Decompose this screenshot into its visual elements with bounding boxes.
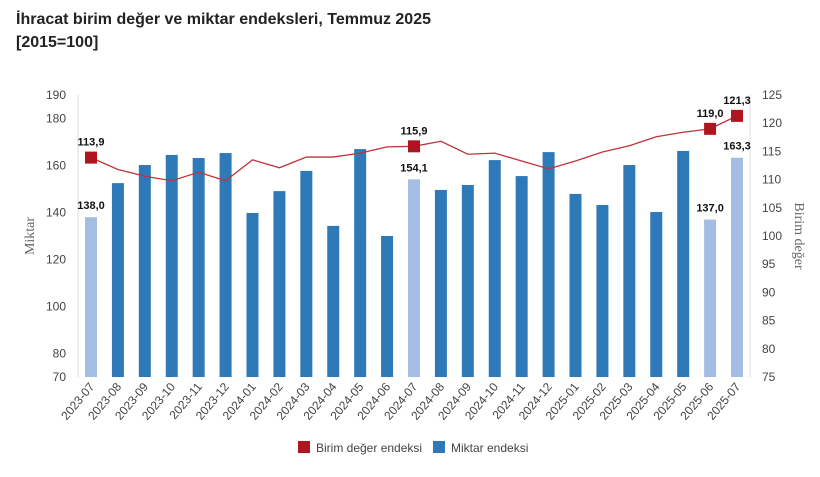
right-tick-label: 115 <box>762 144 781 158</box>
bar <box>704 219 717 377</box>
bar <box>354 149 367 377</box>
bar <box>596 204 609 377</box>
left-tick-label: 190 <box>46 88 66 102</box>
left-tick-label: 160 <box>46 159 66 173</box>
line-data-label: 121,3 <box>723 95 751 107</box>
line-marker <box>704 122 717 135</box>
right-tick-label: 125 <box>762 88 782 102</box>
right-tick-label: 120 <box>762 116 782 130</box>
right-tick-label: 80 <box>762 342 776 356</box>
left-axis-title: Miktar <box>23 217 38 255</box>
bar <box>85 217 97 377</box>
bar-data-label: 163,3 <box>723 141 751 153</box>
bar <box>434 189 447 377</box>
right-axis-title: Birim değer <box>791 202 806 270</box>
line-data-label: 115,9 <box>401 125 428 137</box>
left-tick-label: 180 <box>46 112 66 126</box>
line-data-label: 119,0 <box>697 108 724 120</box>
legend-swatch-miktar <box>433 441 445 453</box>
left-tick-label: 80 <box>53 347 67 361</box>
bar <box>327 225 340 377</box>
right-tick-label: 85 <box>762 314 776 328</box>
bar <box>273 191 286 377</box>
line-marker <box>731 109 743 122</box>
bar <box>569 193 582 377</box>
bar-data-label: 154,1 <box>400 162 428 174</box>
bar <box>488 160 501 377</box>
left-tick-label: 140 <box>46 206 66 220</box>
line-data-label: 113,9 <box>78 137 105 149</box>
right-tick-label: 95 <box>762 257 776 271</box>
bar <box>650 212 663 377</box>
right-tick-label: 90 <box>762 285 776 299</box>
bar <box>138 165 151 377</box>
bar <box>165 154 178 377</box>
line-marker <box>408 140 420 153</box>
left-tick-label: 70 <box>53 370 67 384</box>
bar <box>515 176 528 377</box>
chart-title: İhracat birim değer ve miktar endeksleri… <box>16 11 431 51</box>
bar <box>381 236 394 377</box>
bar <box>246 212 259 377</box>
legend-label-miktar: Miktar endeksi <box>451 441 528 455</box>
line-marker <box>85 151 97 164</box>
bar <box>192 157 205 377</box>
right-tick-label: 100 <box>762 229 782 243</box>
left-tick-label: 100 <box>46 300 66 314</box>
right-tick-label: 75 <box>762 370 776 384</box>
bar <box>542 152 555 377</box>
bar <box>111 183 124 377</box>
bar-data-label: 138,0 <box>77 200 105 212</box>
right-tick-label: 110 <box>762 173 781 187</box>
right-tick-label: 105 <box>762 201 782 215</box>
left-tick-label: 120 <box>46 253 66 267</box>
bar <box>623 165 636 377</box>
bar <box>461 185 474 377</box>
legend-label-birim: Birim değer endeksi <box>316 441 422 455</box>
bar <box>677 150 690 377</box>
bar <box>219 153 232 377</box>
bar-data-label: 137,0 <box>696 203 724 215</box>
legend-swatch-birim <box>298 441 310 453</box>
bar <box>731 157 743 377</box>
bar <box>300 170 313 377</box>
bar <box>408 179 420 377</box>
